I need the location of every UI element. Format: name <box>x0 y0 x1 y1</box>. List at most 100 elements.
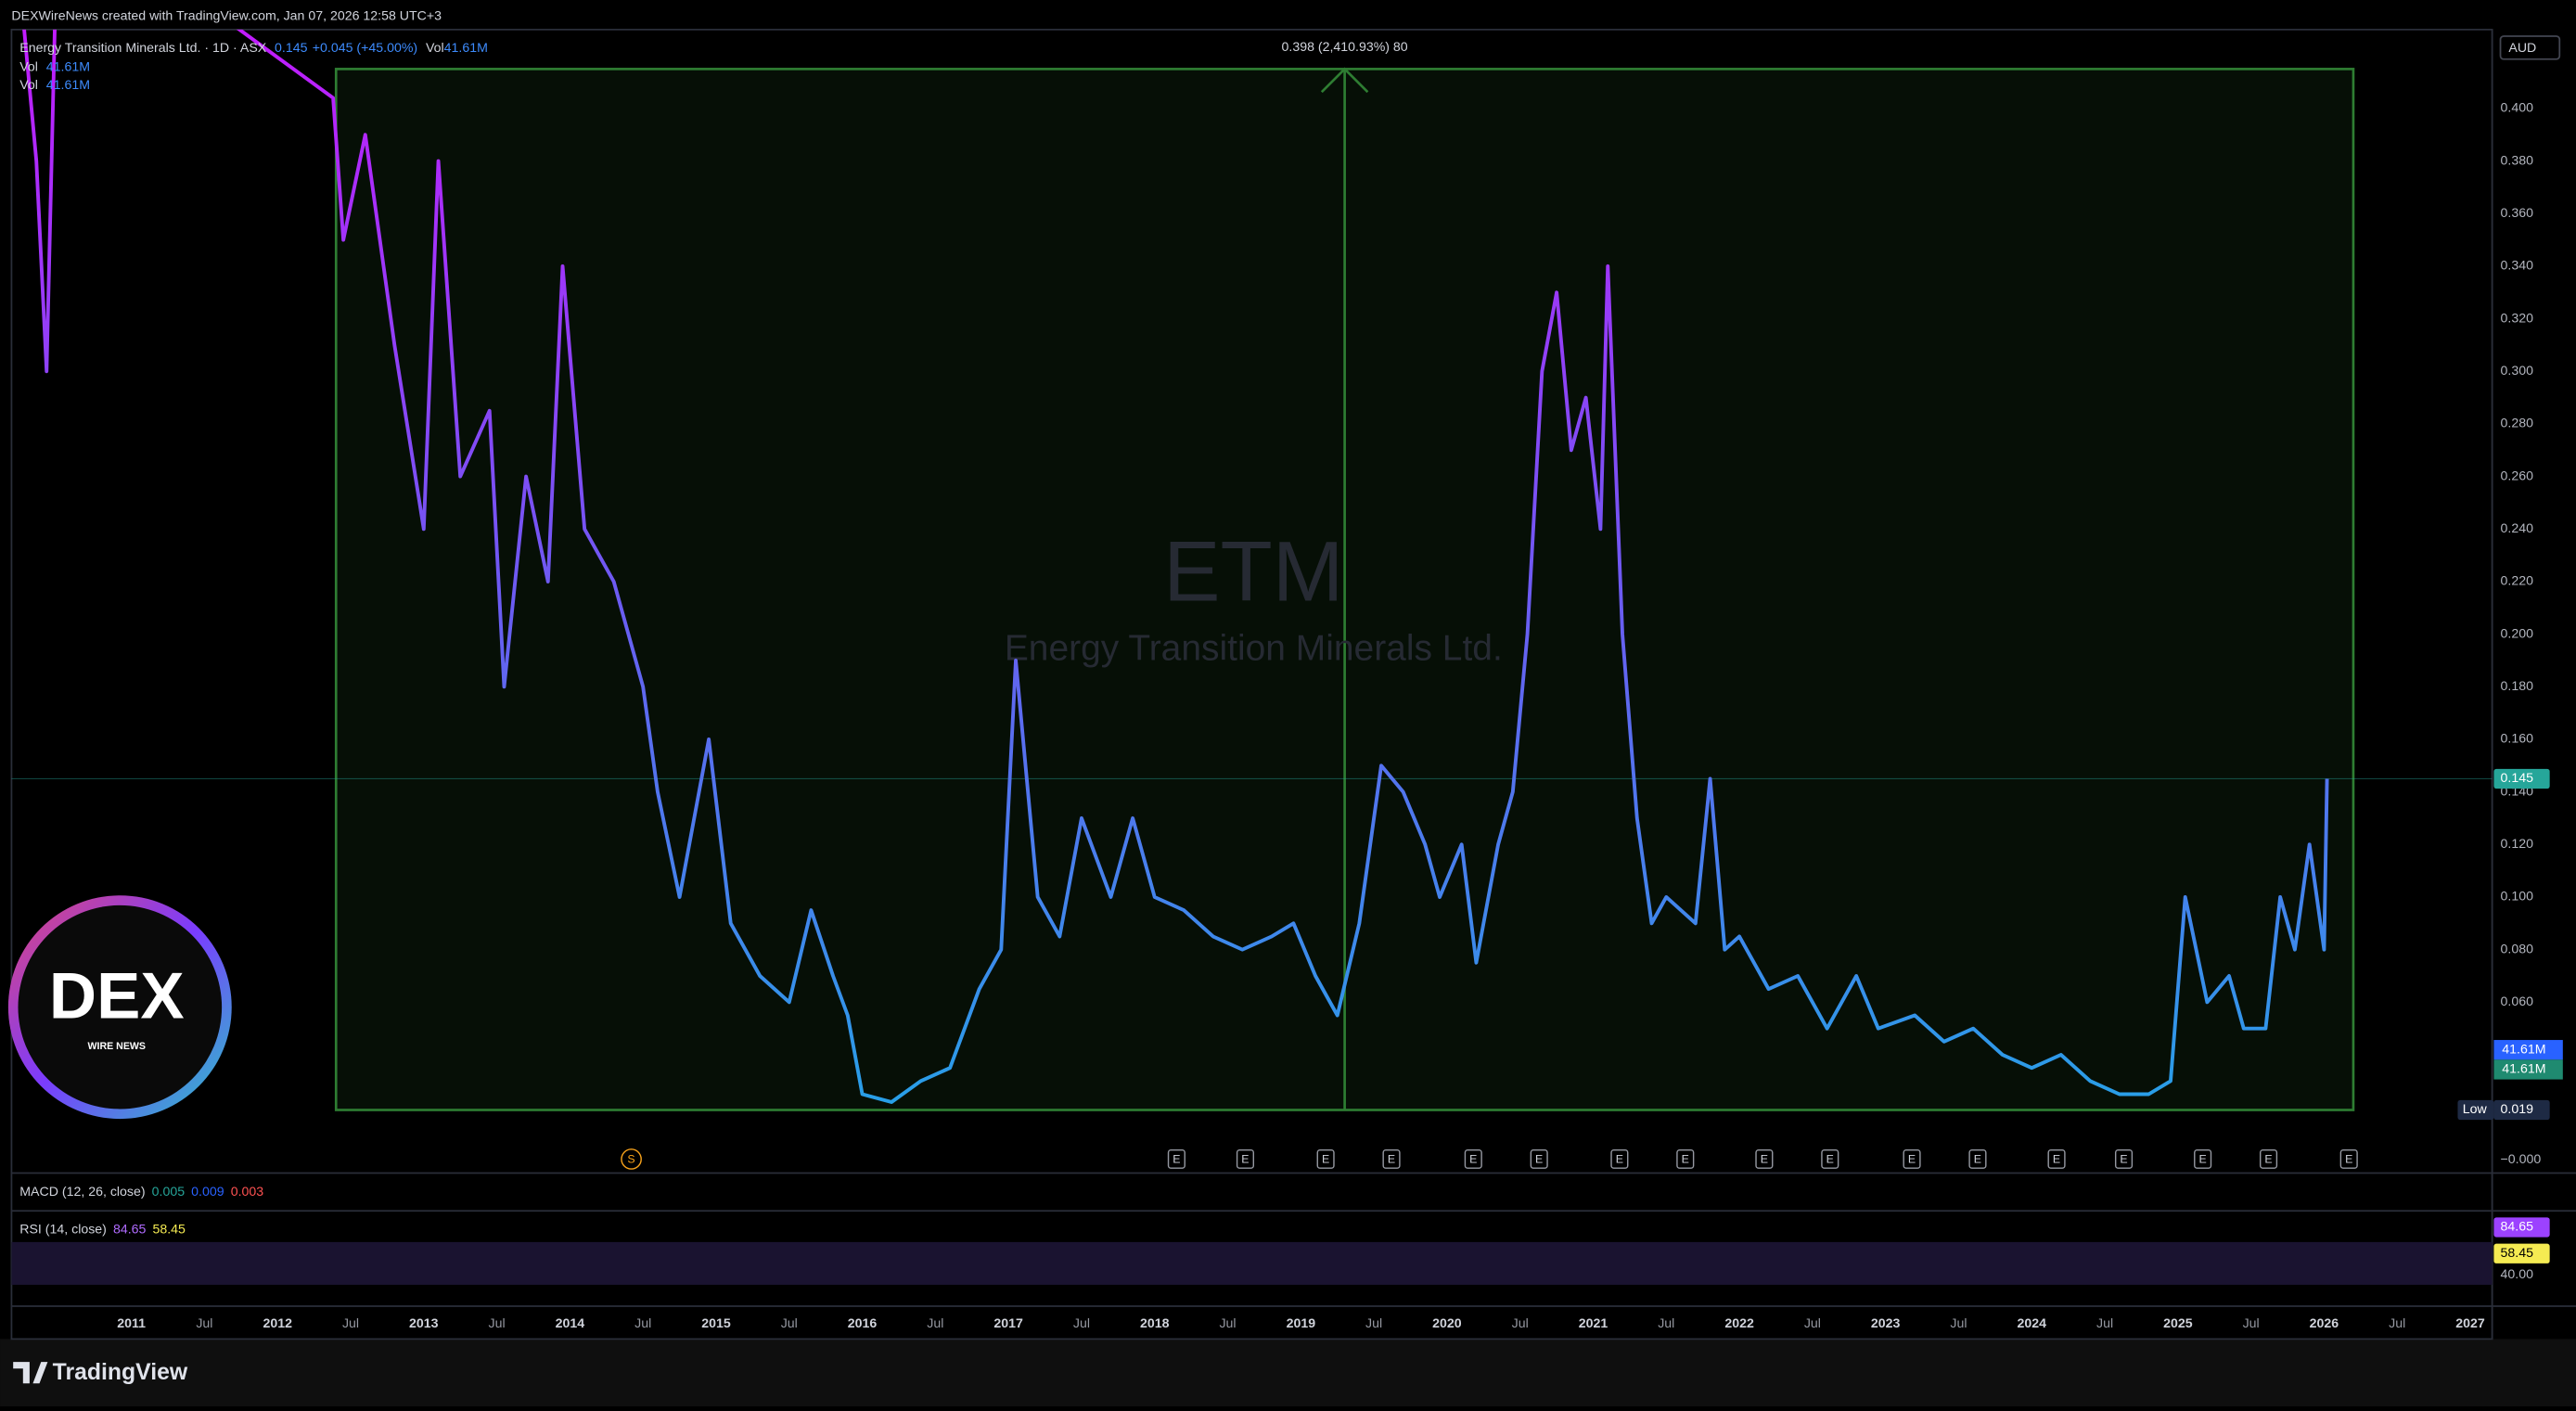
y-tick-label: 0.340 <box>2501 259 2534 274</box>
x-tick-label: 2012 <box>263 1316 292 1331</box>
logo-subtitle: WIRE NEWS <box>88 1041 146 1052</box>
watermark-name: Energy Transition Minerals Ltd. <box>1005 629 1503 669</box>
x-tick-label: 2015 <box>701 1316 731 1331</box>
x-tick-label: Jul <box>1512 1316 1529 1331</box>
x-tick-label: 2025 <box>2163 1316 2193 1331</box>
event-badge <box>1382 1149 1401 1169</box>
price-badge-label: 0.145 <box>2501 771 2534 786</box>
event-label: S <box>627 1153 634 1166</box>
event-label: E <box>1241 1153 1249 1166</box>
y-tick-label: 0.180 <box>2501 679 2534 694</box>
event-badge <box>2259 1149 2278 1169</box>
event-badge <box>1167 1149 1185 1169</box>
currency: AUD <box>2508 41 2536 56</box>
y-tick-label: 0.100 <box>2501 890 2534 904</box>
x-tick-label: 2013 <box>409 1316 439 1331</box>
macd-value: 0.003 <box>231 1185 264 1199</box>
event-badge <box>2339 1149 2358 1169</box>
event-label: E <box>1826 1153 1834 1166</box>
x-tick-label: Jul <box>342 1316 359 1331</box>
x-tick-label: 2019 <box>1287 1316 1316 1331</box>
price-badge <box>2493 1099 2550 1121</box>
x-tick-label: 2018 <box>1140 1316 1170 1331</box>
price-badge-label: 0.019 <box>2501 1102 2534 1117</box>
x-tick-label: 2021 <box>1579 1316 1608 1331</box>
volume-legend-label: Vol <box>19 59 38 74</box>
event-badge <box>1464 1149 1482 1169</box>
rsi-value: 58.45 <box>152 1222 186 1237</box>
legend: Energy Transition Minerals Ltd. · 1D · A… <box>19 41 488 56</box>
event-label: E <box>2053 1153 2060 1166</box>
event-label: E <box>1761 1153 1768 1166</box>
event-label: E <box>2264 1153 2272 1166</box>
x-tick-label: Jul <box>1073 1316 1090 1331</box>
x-tick-label: Jul <box>489 1316 506 1331</box>
y-tick-label: 0.260 <box>2501 468 2534 483</box>
y-tick-label: 0.320 <box>2501 311 2534 326</box>
event-label: E <box>1682 1153 1689 1166</box>
event-badge <box>2114 1149 2134 1169</box>
rsi-badge <box>2493 1243 2550 1263</box>
y-tick-label: 0.120 <box>2501 837 2534 852</box>
price-badge <box>2493 768 2550 789</box>
x-tick-label: Jul <box>196 1316 212 1331</box>
x-tick-label: Jul <box>1219 1316 1236 1331</box>
x-tick-label: 2024 <box>2018 1316 2047 1331</box>
watermark-symbol: ETM <box>1163 524 1343 620</box>
event-label: E <box>2199 1153 2207 1166</box>
event-badge <box>1530 1149 1548 1169</box>
event-label: E <box>1908 1153 1916 1166</box>
currency-box <box>2499 35 2561 60</box>
event-badge <box>1821 1149 1839 1169</box>
event-label: E <box>1616 1153 1623 1166</box>
volume-badge <box>2493 1059 2563 1080</box>
event-badge <box>1676 1149 1695 1169</box>
event-badge <box>2047 1149 2066 1169</box>
event-label: E <box>1974 1153 1981 1166</box>
y-tick-label: 0.240 <box>2501 521 2534 536</box>
macd-title: MACD (12, 26, close) 0.005 0.009 0.003 <box>19 1185 263 1199</box>
low-tag <box>2457 1099 2494 1121</box>
y-tick-label: 0.300 <box>2501 364 2534 378</box>
legend-item: Vol <box>426 41 444 56</box>
x-tick-label: Jul <box>634 1316 651 1331</box>
event-label: E <box>1322 1153 1329 1166</box>
event-badge <box>1968 1149 1987 1169</box>
event-label: E <box>1469 1153 1477 1166</box>
low-tag-label: Low <box>2463 1102 2488 1117</box>
volume-badge-label: 41.61M <box>2502 1062 2545 1077</box>
event-label: E <box>1173 1153 1180 1166</box>
rsi-scale-label: 84.65 <box>2501 1220 2534 1235</box>
x-tick-label: Jul <box>781 1316 798 1331</box>
footer-brand: TradingView <box>53 1360 188 1385</box>
x-tick-label: 2022 <box>1724 1316 1754 1331</box>
footer-bar <box>0 1339 2576 1406</box>
event-badge <box>621 1148 642 1170</box>
x-tick-label: Jul <box>2389 1316 2405 1331</box>
rsi-scale-label: 40.00 <box>2501 1267 2534 1282</box>
x-tick-label: 2026 <box>2310 1316 2339 1331</box>
legend-item: Energy Transition Minerals Ltd. · 1D · A… <box>19 41 266 56</box>
x-tick-label: Jul <box>1950 1316 1967 1331</box>
y-tick-label: 0.200 <box>2501 626 2534 641</box>
x-tick-label: 2016 <box>848 1316 878 1331</box>
y-tick-label: 0.080 <box>2501 942 2534 956</box>
volume-badge <box>2493 1040 2563 1060</box>
volume-badge-label: 41.61M <box>2502 1042 2545 1057</box>
legend-item: 0.145 <box>275 41 308 56</box>
footer-logo <box>13 1362 48 1384</box>
price-line <box>22 29 2329 1104</box>
x-tick-label: 2020 <box>1432 1316 1462 1331</box>
event-badge <box>1610 1149 1629 1169</box>
legend-item: 41.61M <box>444 41 488 56</box>
x-tick-label: Jul <box>2243 1316 2260 1331</box>
volume-legend: Vol 41.61M <box>19 78 90 93</box>
logo-disc <box>18 904 223 1110</box>
event-badge <box>1903 1149 1921 1169</box>
y-tick-label: 0.360 <box>2501 206 2534 221</box>
event-label: E <box>1535 1153 1543 1166</box>
event-badge <box>1316 1149 1335 1169</box>
event-label: E <box>1388 1153 1395 1166</box>
event-label: E <box>2120 1153 2127 1166</box>
